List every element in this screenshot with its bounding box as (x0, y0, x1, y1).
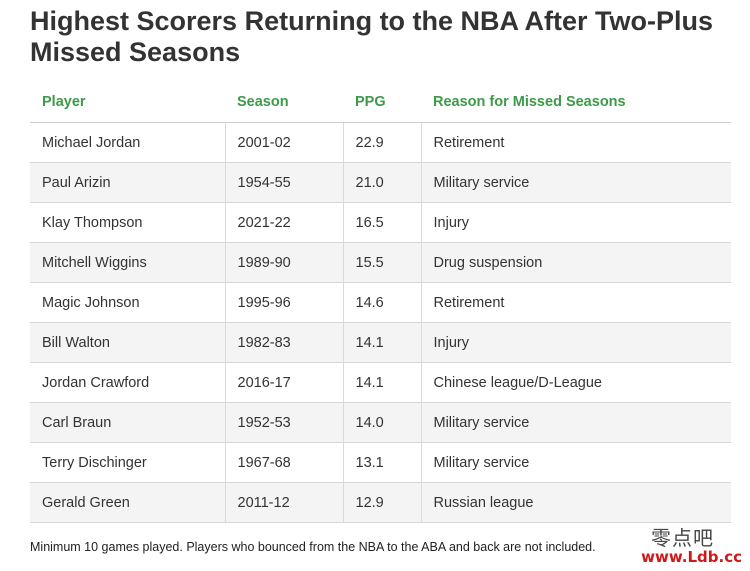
table-row: Klay Thompson 2021-22 16.5 Injury (30, 202, 731, 243)
season-cell: 1995-96 (224, 282, 343, 323)
season-cell: 1954-55 (224, 162, 343, 203)
reason-cell: Retirement (420, 122, 731, 163)
ppg-cell: 13.1 (342, 442, 421, 483)
table-row: Gerald Green 2011-12 12.9 Russian league (30, 482, 731, 523)
player-cell: Gerald Green (30, 482, 225, 523)
player-cell: Bill Walton (30, 322, 225, 363)
header-ppg: PPG (343, 82, 421, 123)
player-cell: Magic Johnson (30, 282, 225, 323)
ppg-cell: 14.0 (342, 402, 421, 443)
header-player: Player (30, 82, 225, 123)
ppg-cell: 14.1 (342, 322, 421, 363)
header-reason: Reason for Missed Seasons (421, 82, 731, 123)
player-cell: Terry Dischinger (30, 442, 225, 483)
ppg-cell: 14.6 (342, 282, 421, 323)
reason-cell: Chinese league/D-League (420, 362, 731, 403)
ppg-cell: 22.9 (342, 122, 421, 163)
ppg-cell: 15.5 (342, 242, 421, 283)
player-cell: Michael Jordan (30, 122, 225, 163)
season-cell: 1982-83 (224, 322, 343, 363)
reason-cell: Military service (420, 402, 731, 443)
season-cell: 2016-17 (224, 362, 343, 403)
watermark-url-text: www.Ldb.cc (641, 548, 742, 566)
player-cell: Carl Braun (30, 402, 225, 443)
player-cell: Klay Thompson (30, 202, 225, 243)
watermark-logo: 零点吧 www.Ldb.cc (592, 522, 742, 568)
scorers-table: Player Season PPG Reason for Missed Seas… (30, 82, 731, 523)
table-row: Jordan Crawford 2016-17 14.1 Chinese league… (30, 362, 731, 403)
table-row: Michael Jordan 2001-02 22.9 Retirement (30, 122, 731, 163)
player-cell: Jordan Crawford (30, 362, 225, 403)
header-season: Season (225, 82, 343, 123)
ppg-cell: 21.0 (342, 162, 421, 203)
reason-cell: Drug suspension (420, 242, 731, 283)
table-row: Bill Walton 1982-83 14.1 Injury (30, 322, 731, 363)
reason-cell: Injury (420, 322, 731, 363)
reason-cell: Military service (420, 442, 731, 483)
ppg-cell: 16.5 (342, 202, 421, 243)
season-cell: 2011-12 (224, 482, 343, 523)
reason-cell: Russian league (420, 482, 731, 523)
reason-cell: Military service (420, 162, 731, 203)
player-cell: Mitchell Wiggins (30, 242, 225, 283)
table-row: Terry Dischinger 1967-68 13.1 Military serv… (30, 442, 731, 483)
season-cell: 2021-22 (224, 202, 343, 243)
table-row: Paul Arizin 1954-55 21.0 Military service (30, 162, 731, 203)
table-row: Magic Johnson 1995-96 14.6 Retirement (30, 282, 731, 323)
reason-cell: Injury (420, 202, 731, 243)
table-row: Carl Braun 1952-53 14.0 Military service (30, 402, 731, 443)
table-row: Mitchell Wiggins 1989-90 15.5 Drug suspensi… (30, 242, 731, 283)
player-cell: Paul Arizin (30, 162, 225, 203)
ppg-cell: 14.1 (342, 362, 421, 403)
footnote: Minimum 10 games played. Players who bou… (30, 540, 596, 554)
season-cell: 1967-68 (224, 442, 343, 483)
watermark-cjk-text: 零点吧 (651, 526, 714, 550)
season-cell: 1989-90 (224, 242, 343, 283)
reason-cell: Retirement (420, 282, 731, 323)
chart-title: Highest Scorers Returning to the NBA Aft… (30, 6, 714, 67)
season-cell: 1952-53 (224, 402, 343, 443)
season-cell: 2001-02 (224, 122, 343, 163)
table-header-row: Player Season PPG Reason for Missed Seas… (30, 82, 731, 123)
ppg-cell: 12.9 (342, 482, 421, 523)
